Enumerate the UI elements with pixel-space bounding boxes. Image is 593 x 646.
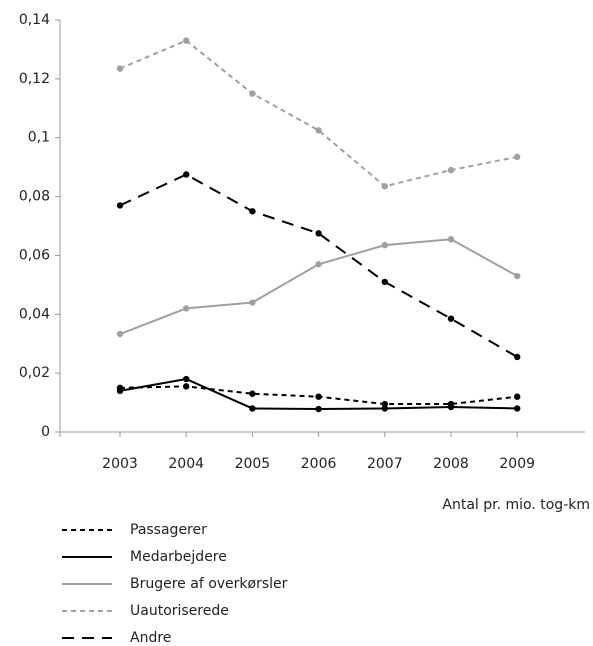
point — [315, 405, 322, 413]
y-tick-label: 0,06 — [19, 247, 50, 263]
series-line — [119, 39, 518, 188]
x-tick-label: 2009 — [499, 456, 535, 472]
point — [381, 405, 388, 412]
x-tick-label: 2006 — [301, 456, 337, 472]
legend-label: Brugere af overkørsler — [130, 576, 288, 592]
point — [514, 353, 521, 361]
series-line — [119, 238, 518, 335]
x-axis-label: Antal pr. mio. tog-km — [442, 497, 590, 513]
legend-label: Uautoriserede — [130, 603, 229, 619]
point — [381, 278, 388, 286]
point — [514, 405, 521, 412]
point — [514, 393, 521, 400]
point — [315, 393, 322, 400]
x-tick-label: 2004 — [168, 456, 204, 472]
point — [447, 236, 455, 243]
x-tick-label: 2005 — [235, 456, 271, 472]
point — [249, 405, 256, 412]
y-tick-label: 0,02 — [19, 365, 50, 381]
point — [183, 37, 190, 44]
point — [183, 383, 190, 390]
point — [315, 261, 322, 268]
point — [315, 127, 322, 134]
point — [116, 330, 124, 338]
y-tick-label: 0,1 — [28, 130, 50, 146]
x-tick-label: 2003 — [102, 456, 138, 472]
legend-label: Andre — [130, 630, 171, 646]
point — [183, 305, 190, 312]
legend-label: Passagerer — [130, 522, 207, 538]
point — [381, 183, 388, 190]
point — [183, 171, 190, 178]
point — [381, 400, 388, 408]
point — [447, 166, 455, 174]
legend-label: Medarbejdere — [130, 549, 227, 565]
y-tick-label: 0,14 — [19, 12, 50, 28]
point — [116, 202, 124, 209]
point — [249, 299, 256, 306]
y-tick-label: 0,08 — [19, 189, 50, 205]
point — [116, 65, 124, 72]
point — [183, 375, 190, 383]
point — [514, 153, 521, 161]
point — [249, 208, 256, 215]
point — [249, 90, 256, 97]
point — [447, 315, 455, 322]
x-tick-label: 2008 — [433, 456, 469, 472]
y-tick-label: 0,12 — [19, 71, 50, 87]
point — [116, 387, 124, 394]
y-tick-label: 0,04 — [19, 306, 50, 322]
y-tick-label: 0 — [41, 424, 50, 440]
point — [315, 230, 322, 237]
point — [447, 403, 455, 411]
point — [249, 390, 256, 397]
point — [381, 241, 388, 249]
x-tick-label: 2007 — [367, 456, 403, 472]
point — [514, 272, 521, 280]
